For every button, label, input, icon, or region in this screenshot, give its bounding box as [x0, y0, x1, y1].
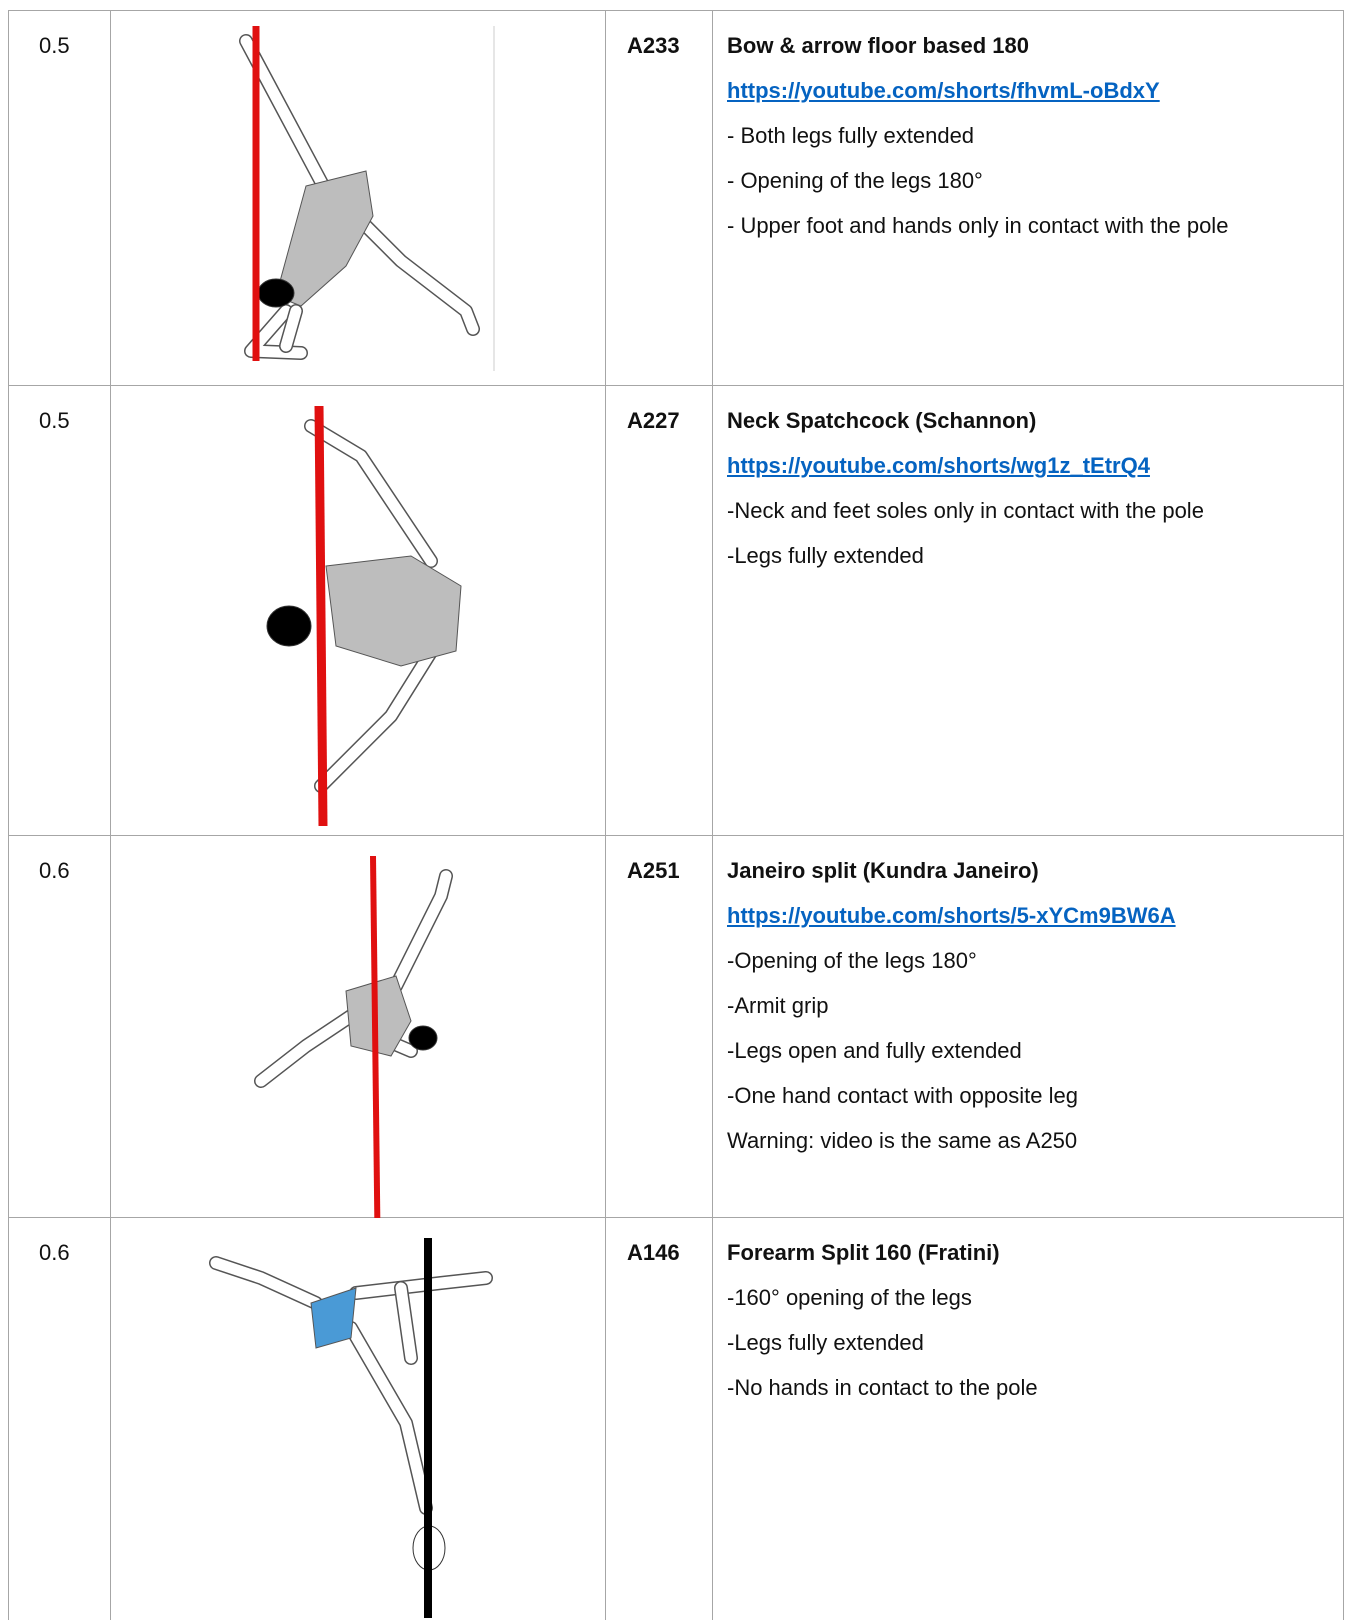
- level-value: 0.6: [8, 1217, 111, 1620]
- move-description: Neck Spatchcock (Schannon) https://youtub…: [712, 385, 1344, 836]
- body: [325, 555, 462, 667]
- requirement: -Legs open and fully extended: [727, 1038, 1022, 1063]
- description-box: Neck Spatchcock (Schannon) https://youtub…: [727, 406, 1323, 571]
- level-value: 0.5: [8, 10, 111, 386]
- requirement: - Both legs fully extended: [727, 123, 975, 148]
- move-description: Forearm Split 160 (Fratini) -160° opening…: [712, 1217, 1344, 1620]
- move-title: Forearm Split 160 (Fratini): [727, 1240, 1000, 1265]
- move-title: Bow & arrow floor based 180: [727, 33, 1029, 58]
- table-row: 0.5 A227 Neck Spatchcock (Schannon) https:/…: [8, 385, 1344, 836]
- move-title: Neck Spatchcock (Schannon): [727, 408, 1037, 433]
- limb-fill: [355, 215, 479, 335]
- requirement: -Legs fully extended: [727, 543, 924, 568]
- link-line: https://youtube.com/shorts/wg1z_tEtrQ4: [727, 451, 1323, 481]
- move-description: Janeiro split (Kundra Janeiro) https://yo…: [712, 835, 1344, 1218]
- description-box: Janeiro split (Kundra Janeiro) https://yo…: [727, 856, 1323, 1156]
- limb-fill: [350, 1272, 492, 1299]
- description-box: Forearm Split 160 (Fratini) -160° opening…: [727, 1238, 1323, 1403]
- limb-fill: [210, 1257, 322, 1309]
- limb-fill: [315, 630, 447, 792]
- table-body: 0.5 A233 Bow & arrow floor based 180 https:…: [8, 10, 1344, 1620]
- head: [257, 278, 295, 308]
- requirement: -Neck and feet soles only in contact wit…: [727, 498, 1204, 523]
- link-line: https://youtube.com/shorts/5-xYCm9BW6A: [727, 901, 1323, 931]
- requirement: -One hand contact with opposite leg: [727, 1083, 1079, 1108]
- requirement: -Opening of the legs 180°: [727, 948, 977, 973]
- move-illustration: [110, 10, 606, 386]
- table-row: 0.6 A251 Janeiro split (Kundra Janeiro) htt…: [8, 835, 1344, 1218]
- limb-fill: [345, 1322, 432, 1514]
- head: [408, 1025, 438, 1051]
- requirement: - Upper foot and hands only in contact w…: [727, 213, 1229, 238]
- description-box: Bow & arrow floor based 180 https://youtu…: [727, 31, 1323, 241]
- move-illustration: [110, 835, 606, 1218]
- level-value: 0.5: [8, 385, 111, 836]
- moves-table: 0.5 A233 Bow & arrow floor based 180 https:…: [8, 10, 1344, 1620]
- requirement: - Opening of the legs 180°: [727, 168, 983, 193]
- move-code: A146: [605, 1217, 713, 1620]
- move-description: Bow & arrow floor based 180 https://youtu…: [712, 10, 1344, 386]
- requirement: -Legs fully extended: [727, 1330, 924, 1355]
- requirement: -Armit grip: [727, 993, 829, 1018]
- pole: [314, 405, 328, 827]
- requirement: -No hands in contact to the pole: [727, 1375, 1038, 1400]
- illustration: [266, 405, 462, 827]
- warning-note: Warning: video is the same as A250: [727, 1128, 1078, 1153]
- link-line: https://youtube.com/shorts/fhvmL-oBdxY: [727, 76, 1323, 106]
- move-code: A233: [605, 10, 713, 386]
- table-row: 0.6 A146 Forearm Split 160 (Fratini) -160° …: [8, 1217, 1344, 1620]
- move-code: A227: [605, 385, 713, 836]
- illustration: [254, 855, 453, 1218]
- body: [310, 1287, 357, 1349]
- move-code: A251: [605, 835, 713, 1218]
- level-value: 0.6: [8, 835, 111, 1218]
- illustration: [209, 1238, 493, 1618]
- limb-fill: [280, 305, 302, 352]
- body: [345, 975, 412, 1057]
- video-link[interactable]: https://youtube.com/shorts/fhvmL-oBdxY: [727, 78, 1160, 103]
- table-row: 0.5 A233 Bow & arrow floor based 180 https:…: [8, 10, 1344, 386]
- limb-fill: [390, 870, 452, 992]
- limb-fill: [255, 1010, 357, 1087]
- video-link[interactable]: https://youtube.com/shorts/5-xYCm9BW6A: [727, 903, 1176, 928]
- move-title: Janeiro split (Kundra Janeiro): [727, 858, 1039, 883]
- video-link[interactable]: https://youtube.com/shorts/wg1z_tEtrQ4: [727, 453, 1150, 478]
- limb-fill: [305, 420, 437, 567]
- move-illustration: [110, 385, 606, 836]
- limb-fill: [395, 1282, 417, 1364]
- pole: [370, 855, 381, 1218]
- illustration: [239, 26, 495, 371]
- head: [266, 605, 312, 647]
- requirement: -160° opening of the legs: [727, 1285, 972, 1310]
- move-illustration: [110, 1217, 606, 1620]
